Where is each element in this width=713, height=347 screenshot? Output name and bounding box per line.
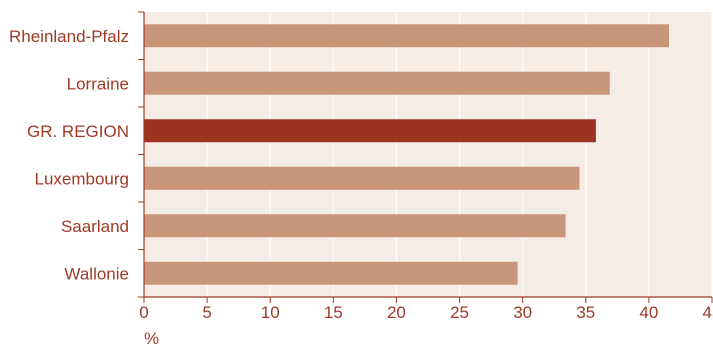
bar-rheinland-pfalz bbox=[144, 24, 670, 48]
x-axis-label: % bbox=[144, 329, 159, 347]
category-label: Lorraine bbox=[67, 74, 129, 93]
bar-lorraine bbox=[144, 71, 610, 95]
x-tick-label: 0 bbox=[139, 303, 148, 322]
bar-gr-region bbox=[144, 119, 596, 143]
bar-luxembourg bbox=[144, 166, 580, 190]
category-label: GR. REGION bbox=[27, 122, 129, 141]
bar-wallonie bbox=[144, 261, 518, 285]
x-tick-label: 25 bbox=[450, 303, 469, 322]
category-labels: Rheinland-Pfalz Lorraine GR. REGION Luxembo… bbox=[9, 11, 144, 298]
category-label: Saarland bbox=[61, 217, 129, 236]
x-tick-label: 10 bbox=[261, 303, 280, 322]
category-label: Wallonie bbox=[64, 264, 129, 283]
bar-saarland bbox=[144, 214, 566, 238]
x-tick-label: 45 bbox=[703, 303, 713, 322]
gridlines bbox=[206, 12, 713, 297]
plot-background bbox=[144, 12, 712, 297]
category-label: Rheinland-Pfalz bbox=[9, 27, 129, 46]
x-tick-label: 40 bbox=[639, 303, 658, 322]
x-tick-label: 5 bbox=[202, 303, 211, 322]
x-ticks: 0 5 10 15 20 25 30 35 40 45 bbox=[139, 297, 713, 322]
x-tick-label: 30 bbox=[513, 303, 532, 322]
bars bbox=[144, 24, 670, 285]
x-tick-label: 15 bbox=[324, 303, 343, 322]
category-label: Luxembourg bbox=[34, 169, 129, 188]
x-tick-label: 35 bbox=[576, 303, 595, 322]
x-tick-label: 20 bbox=[387, 303, 406, 322]
